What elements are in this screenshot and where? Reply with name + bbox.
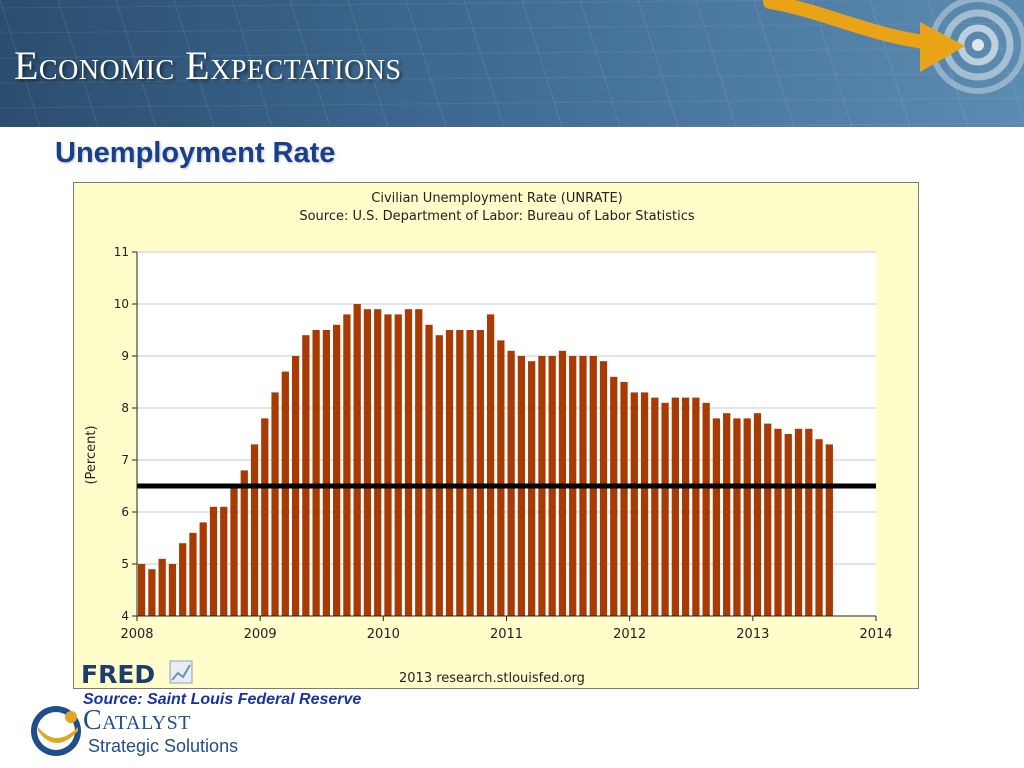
bar [784, 434, 792, 616]
bar [651, 397, 659, 616]
target-arrow-icon [763, 0, 1024, 94]
bar [189, 532, 197, 616]
slide-header: Economic Expectations [0, 0, 1024, 127]
bar [148, 569, 156, 616]
unemployment-bar-chart: Civilian Unemployment Rate (UNRATE) Sour… [81, 191, 893, 689]
y-tick-label: 5 [121, 557, 129, 571]
chart-heading: Unemployment Rate [55, 137, 336, 169]
bar [815, 439, 823, 616]
bar [692, 397, 700, 616]
bar [179, 543, 187, 616]
bar [712, 418, 721, 616]
chart-subtitle: Source: U.S. Department of Labor: Bureau… [299, 209, 695, 224]
bar [733, 418, 741, 616]
logo-tagline: Strategic Solutions [88, 736, 239, 756]
y-axis-label: (Percent) [84, 425, 99, 484]
bar [466, 330, 474, 616]
fred-logo: FRED [81, 660, 193, 689]
bar [794, 428, 803, 616]
y-tick-label: 11 [114, 245, 129, 259]
bar [743, 418, 751, 616]
bar [723, 413, 731, 616]
bar [435, 335, 443, 616]
bar [445, 330, 454, 616]
bar [138, 564, 146, 616]
bar [415, 309, 423, 616]
bar [702, 402, 710, 616]
bar [671, 397, 679, 616]
bar [640, 392, 649, 616]
bar [681, 397, 690, 616]
y-tick-label: 9 [121, 349, 129, 363]
y-tick-label: 6 [121, 505, 129, 519]
bar [486, 314, 495, 616]
bar [374, 309, 382, 616]
slide-title: Economic Expectations [14, 43, 402, 88]
source-note: Source: Saint Louis Federal Reserve [83, 691, 362, 708]
bar [476, 330, 484, 616]
bar [774, 428, 782, 616]
bar [158, 558, 166, 616]
bar [507, 350, 515, 616]
bar [558, 350, 567, 616]
catalyst-bowl-icon [31, 706, 81, 756]
bar [261, 418, 269, 616]
bar [199, 522, 207, 616]
bar [805, 428, 813, 616]
bar [394, 314, 402, 616]
chart-footer: 2013 research.stlouisfed.org [399, 671, 585, 686]
y-tick-label: 8 [121, 401, 129, 415]
axes [132, 251, 877, 621]
bar [312, 330, 320, 616]
x-tick-label: 2013 [736, 627, 769, 642]
bar [764, 423, 772, 616]
bar [363, 309, 372, 616]
y-tick-label: 7 [121, 453, 129, 467]
bar [230, 486, 238, 616]
bar [168, 564, 177, 616]
bar [661, 402, 669, 616]
bar [271, 392, 279, 616]
y-tick-label: 4 [121, 609, 129, 623]
bar [333, 324, 341, 616]
bar [343, 314, 351, 616]
bar [209, 506, 218, 616]
chart-title: Civilian Unemployment Rate (UNRATE) [371, 191, 622, 206]
header-grid-pattern [0, 0, 1024, 127]
y-tick-label: 10 [114, 297, 129, 311]
x-tick-label: 2011 [490, 627, 523, 642]
bar [220, 506, 228, 616]
logo-name: Catalyst [83, 705, 191, 736]
bar [610, 376, 618, 616]
bar [240, 470, 248, 616]
bar [302, 335, 310, 616]
bar [620, 382, 628, 616]
bar [528, 361, 536, 616]
bar [425, 324, 433, 616]
fred-brand: FRED [81, 660, 155, 689]
x-tick-label: 2012 [613, 627, 646, 642]
catalyst-logo: Catalyst Strategic Solutions [28, 703, 258, 763]
bar [753, 413, 762, 616]
bar [497, 340, 505, 616]
plot-area [137, 252, 876, 616]
bar [250, 444, 259, 616]
bar [825, 444, 833, 616]
tick-labels: 4 5 6 7 8 9 10 11 2008 2009 2010 2011 2012 2013 2014 [114, 245, 893, 642]
x-tick-label: 2014 [859, 627, 892, 642]
chart-container: Civilian Unemployment Rate (UNRATE) Sour… [73, 182, 919, 689]
bar [384, 314, 392, 616]
fred-graph-icon [169, 660, 193, 684]
x-tick-label: 2008 [120, 627, 153, 642]
bar [599, 361, 608, 616]
x-tick-label: 2009 [244, 627, 277, 642]
bar [630, 392, 638, 616]
bar [281, 371, 289, 616]
bar [404, 309, 413, 616]
x-tick-label: 2010 [367, 627, 400, 642]
bar [322, 330, 331, 616]
bar [353, 304, 361, 616]
bar [456, 330, 464, 616]
